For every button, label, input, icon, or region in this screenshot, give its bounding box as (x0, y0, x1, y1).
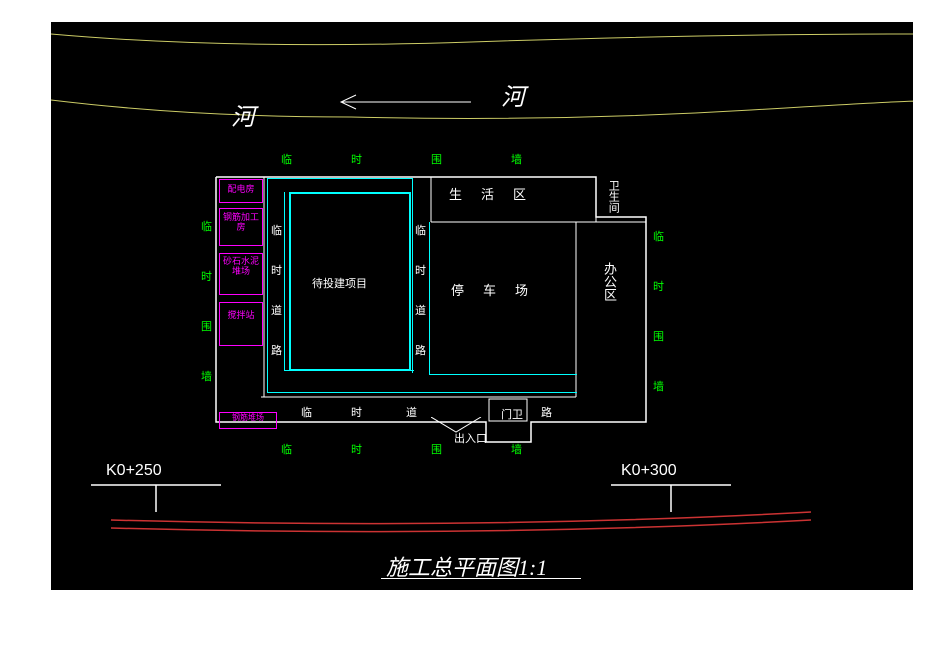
road-b-4: 路 (541, 404, 552, 420)
road-l-3: 道 (271, 302, 282, 318)
road-m-3: 道 (415, 302, 426, 318)
fence-top-3: 围 (431, 155, 442, 166)
fence-right-3: 围 (653, 332, 664, 343)
cyan-road-mid-v (412, 178, 413, 373)
fence-bot-3: 围 (431, 445, 442, 456)
flow-arrow (321, 92, 471, 112)
living-label: 生 活 区 (449, 184, 529, 203)
room-4-label: 搅拌站 (220, 303, 262, 321)
fence-left-1: 临 (201, 222, 212, 233)
fence-right-1: 临 (653, 232, 664, 243)
fence-left-4: 墙 (201, 372, 212, 383)
fence-bot-2: 时 (351, 445, 362, 456)
fence-right-4: 墙 (653, 382, 664, 393)
road-m-2: 时 (415, 262, 426, 278)
room-3-label: 砂石水泥堆场 (220, 254, 262, 277)
toilet-label: 卫生间 (606, 180, 620, 213)
room-4: 搅拌站 (219, 302, 263, 346)
fence-top-2: 时 (351, 155, 362, 166)
cyan-road-left-v (284, 192, 285, 370)
room-5-label: 钢筋堆场 (220, 413, 276, 423)
cyan-road-left-v2 (267, 178, 268, 393)
room-1-label: 配电房 (220, 180, 262, 195)
cyan-road-left-h (267, 178, 412, 179)
road-m-4: 路 (415, 342, 426, 358)
road-b-2: 时 (351, 404, 362, 420)
river-label-left: 河 (231, 97, 255, 132)
river-svg (51, 22, 913, 162)
cyan-road-mid-v2 (429, 222, 430, 374)
office-label: 办公区 (596, 262, 622, 301)
cyan-road-b2 (284, 370, 414, 371)
road-l-2: 时 (271, 262, 282, 278)
fence-bot-4: 墙 (511, 445, 522, 456)
fence-top-1: 临 (281, 155, 292, 166)
room-2-label: 钢筋加工房 (220, 209, 262, 233)
cyan-road-bottom (267, 392, 577, 393)
title-underline (381, 578, 581, 579)
room-1: 配电房 (219, 179, 263, 203)
cad-canvas: 河 河 待投建项目 生 活 区 卫生间 停 车 场 办公区 出入口 门卫 (51, 22, 913, 590)
road-m-1: 临 (415, 222, 426, 238)
room-2: 钢筋加工房 (219, 208, 263, 246)
parking-label: 停 车 场 (451, 280, 531, 299)
fence-right-2: 时 (653, 282, 664, 293)
road-l-4: 路 (271, 342, 282, 358)
room-3: 砂石水泥堆场 (219, 253, 263, 295)
fence-top-4: 墙 (511, 155, 522, 166)
fence-bot-1: 临 (281, 445, 292, 456)
fence-left-2: 时 (201, 272, 212, 283)
room-5: 钢筋堆场 (219, 412, 277, 429)
road-b-1: 临 (301, 404, 312, 420)
gate-label: 门卫 (501, 406, 523, 422)
fence-left-3: 围 (201, 322, 212, 333)
cyan-road-b3 (429, 374, 577, 375)
project-label: 待投建项目 (312, 275, 367, 291)
road-l-1: 临 (271, 222, 282, 238)
road-svg (51, 502, 913, 542)
road-b-3: 道 (406, 404, 417, 420)
river-label-right: 河 (501, 77, 525, 112)
entrance-notch (431, 417, 491, 437)
